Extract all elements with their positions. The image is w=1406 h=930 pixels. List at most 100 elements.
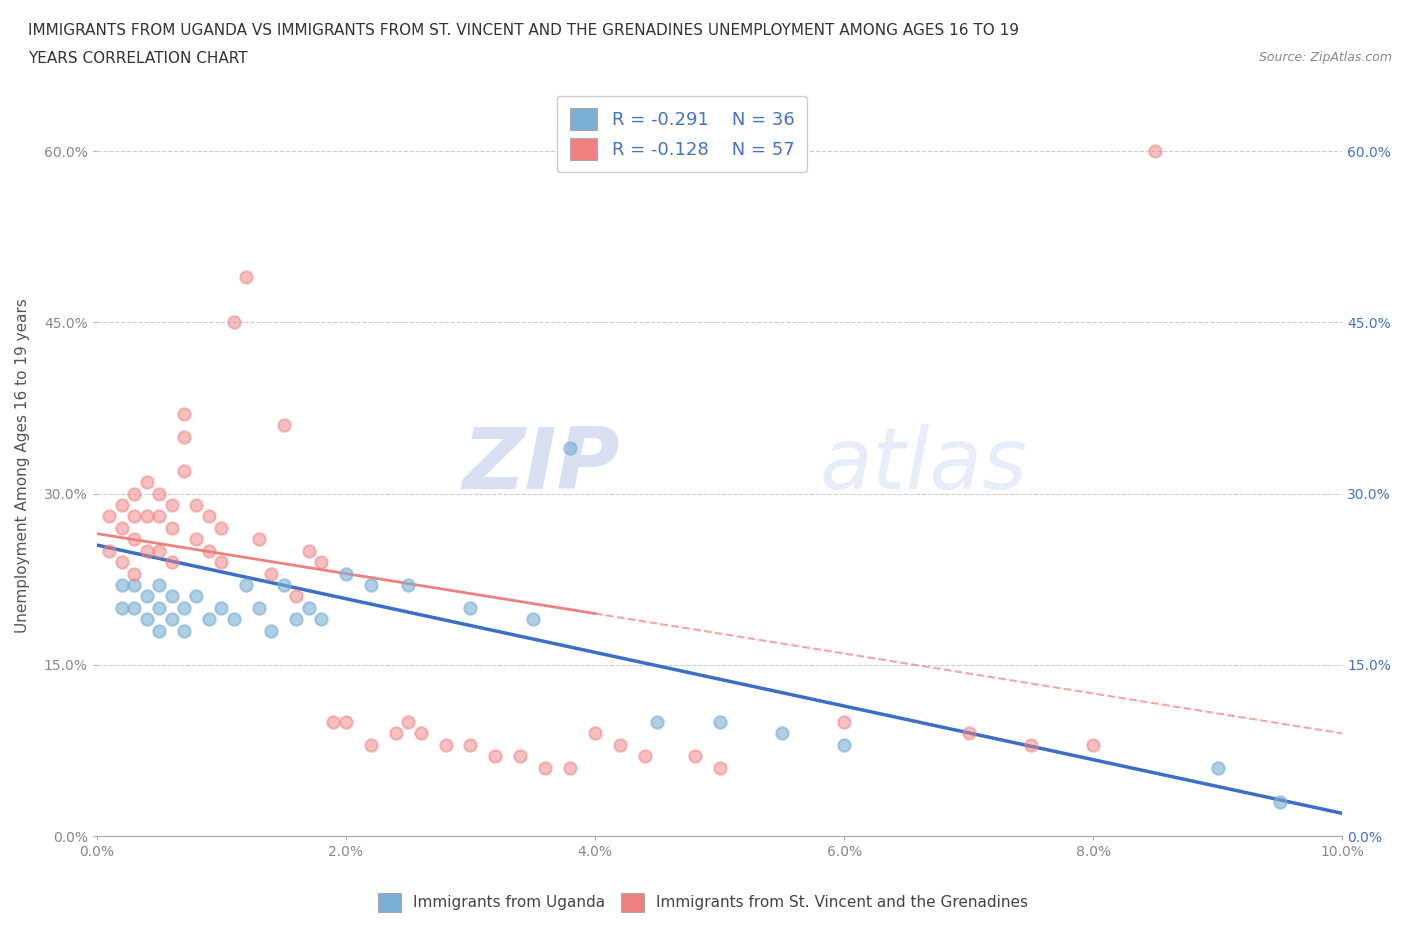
Point	[148, 601, 170, 616]
Point	[309, 612, 332, 627]
Point	[222, 315, 245, 330]
Point	[198, 543, 221, 558]
Point	[122, 566, 145, 581]
Point	[558, 760, 581, 775]
Point	[832, 714, 855, 729]
Point	[148, 623, 170, 638]
Legend: R = -0.291    N = 36, R = -0.128    N = 57: R = -0.291 N = 36, R = -0.128 N = 57	[557, 96, 807, 172]
Point	[297, 601, 319, 616]
Point	[309, 554, 332, 569]
Point	[148, 509, 170, 524]
Point	[335, 714, 357, 729]
Point	[160, 521, 183, 536]
Point	[460, 601, 482, 616]
Point	[634, 749, 657, 764]
Point	[122, 601, 145, 616]
Point	[609, 737, 631, 752]
Point	[222, 612, 245, 627]
Point	[260, 566, 283, 581]
Point	[645, 714, 668, 729]
Point	[198, 509, 221, 524]
Point	[1206, 760, 1229, 775]
Point	[285, 589, 308, 604]
Point	[396, 578, 419, 592]
Text: atlas: atlas	[820, 423, 1028, 507]
Point	[98, 509, 121, 524]
Point	[160, 589, 183, 604]
Point	[148, 543, 170, 558]
Point	[235, 270, 257, 285]
Text: IMMIGRANTS FROM UGANDA VS IMMIGRANTS FROM ST. VINCENT AND THE GRENADINES UNEMPLO: IMMIGRANTS FROM UGANDA VS IMMIGRANTS FRO…	[28, 23, 1019, 38]
Point	[360, 578, 382, 592]
Point	[198, 612, 221, 627]
Point	[683, 749, 706, 764]
Point	[409, 726, 432, 741]
Point	[111, 578, 134, 592]
Point	[135, 509, 157, 524]
Point	[558, 441, 581, 456]
Point	[360, 737, 382, 752]
Point	[260, 623, 283, 638]
Point	[122, 532, 145, 547]
Point	[173, 463, 195, 478]
Point	[384, 726, 406, 741]
Point	[186, 498, 208, 512]
Point	[173, 429, 195, 444]
Point	[235, 578, 257, 592]
Point	[285, 612, 308, 627]
Point	[111, 601, 134, 616]
Point	[1144, 144, 1167, 159]
Point	[122, 578, 145, 592]
Point	[1083, 737, 1105, 752]
Point	[322, 714, 344, 729]
Point	[1019, 737, 1042, 752]
Legend: Immigrants from Uganda, Immigrants from St. Vincent and the Grenadines: Immigrants from Uganda, Immigrants from …	[373, 887, 1033, 918]
Point	[709, 760, 731, 775]
Point	[111, 521, 134, 536]
Point	[534, 760, 557, 775]
Point	[770, 726, 793, 741]
Point	[957, 726, 980, 741]
Point	[135, 589, 157, 604]
Point	[160, 554, 183, 569]
Text: ZIP: ZIP	[463, 423, 620, 507]
Point	[122, 509, 145, 524]
Point	[247, 601, 270, 616]
Point	[111, 498, 134, 512]
Point	[522, 612, 544, 627]
Point	[209, 554, 232, 569]
Point	[160, 498, 183, 512]
Point	[335, 566, 357, 581]
Y-axis label: Unemployment Among Ages 16 to 19 years: Unemployment Among Ages 16 to 19 years	[15, 298, 30, 632]
Point	[509, 749, 531, 764]
Text: YEARS CORRELATION CHART: YEARS CORRELATION CHART	[28, 51, 247, 66]
Point	[148, 486, 170, 501]
Point	[173, 623, 195, 638]
Point	[434, 737, 457, 752]
Point	[173, 406, 195, 421]
Point	[186, 589, 208, 604]
Point	[273, 578, 295, 592]
Point	[709, 714, 731, 729]
Point	[160, 612, 183, 627]
Point	[460, 737, 482, 752]
Point	[832, 737, 855, 752]
Point	[484, 749, 506, 764]
Point	[583, 726, 606, 741]
Point	[173, 601, 195, 616]
Point	[209, 601, 232, 616]
Point	[186, 532, 208, 547]
Point	[135, 612, 157, 627]
Point	[148, 578, 170, 592]
Point	[122, 486, 145, 501]
Point	[297, 543, 319, 558]
Point	[1268, 794, 1291, 809]
Point	[111, 554, 134, 569]
Point	[273, 418, 295, 432]
Text: Source: ZipAtlas.com: Source: ZipAtlas.com	[1258, 51, 1392, 64]
Point	[209, 521, 232, 536]
Point	[396, 714, 419, 729]
Point	[98, 543, 121, 558]
Point	[135, 475, 157, 490]
Point	[247, 532, 270, 547]
